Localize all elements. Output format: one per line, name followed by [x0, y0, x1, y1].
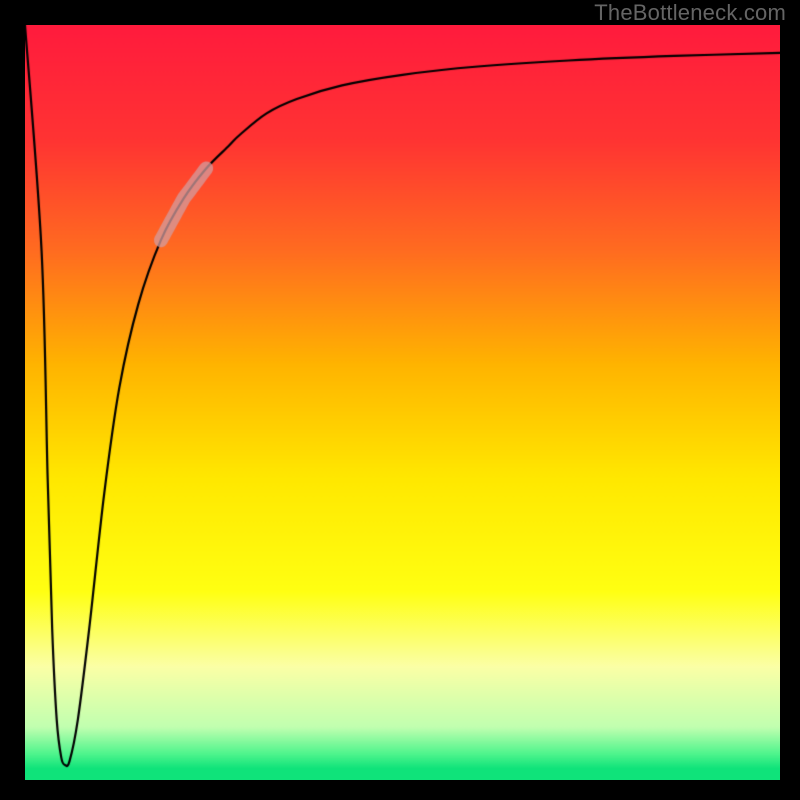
plot-area — [25, 25, 780, 780]
plot-canvas — [25, 25, 780, 780]
chart-container: TheBottleneck.com — [0, 0, 800, 800]
attribution-text: TheBottleneck.com — [594, 0, 786, 26]
